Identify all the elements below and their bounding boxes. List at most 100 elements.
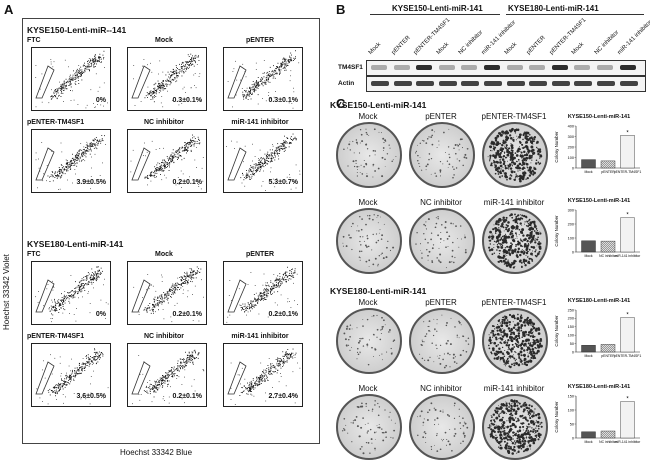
wb-band-actin xyxy=(506,81,525,86)
bar-chart-category-label: Mock xyxy=(584,354,592,358)
facs-plot-cell: pENTER-TM4SF1 3.9±0.5% xyxy=(25,119,111,193)
bar-chart-ytick-label: 50 xyxy=(570,342,574,346)
bar-chart-bar xyxy=(600,240,616,253)
bar-chart-ytick-label: 300 xyxy=(568,135,574,139)
colony-bar-chart-title: KYSE150-Lenti-miR-141 xyxy=(567,114,631,120)
colony-culture-dish xyxy=(482,308,548,374)
facs-plot-cell: miR-141 inhibitor 2.7±0.4% xyxy=(217,333,303,407)
colony-bar-chart: Colony Number 0 50 100 150 Mock NC inhibitormi… xyxy=(554,394,641,444)
bar-chart-category-label: miR-141 inhibitor xyxy=(615,440,641,444)
colony-dish-label: NC inhibitor xyxy=(420,384,462,393)
bar-chart-ytick-label: 100 xyxy=(568,334,574,338)
bar-chart-bar xyxy=(620,217,635,253)
wb-lane-label: pENTER xyxy=(525,35,547,56)
facs-side-population-pct: 2.7±0.4% xyxy=(268,393,298,400)
facs-plot-title: pENTER xyxy=(246,251,274,258)
wb-band-actin xyxy=(484,81,502,86)
colony-dish-label: pENTER-TM4SF1 xyxy=(481,112,547,121)
colony-dish-label: Mock xyxy=(358,298,378,307)
bar-chart-ylabel: Colony Number xyxy=(554,401,559,433)
bar-chart-ytick-label: 0 xyxy=(572,166,574,170)
wb-row-tm4sf1: TM4SF1 xyxy=(338,64,363,71)
wb-lane-label: Mock xyxy=(367,41,383,56)
gate-outline xyxy=(35,361,55,395)
colony-dish-label: Mock xyxy=(358,384,378,393)
wb-band-tm4sf1 xyxy=(574,65,591,70)
wb-band-tm4sf1 xyxy=(506,65,523,70)
wb-band-tm4sf1 xyxy=(484,65,500,70)
wb-band-tm4sf1 xyxy=(461,65,478,70)
bar-chart-bar xyxy=(581,159,596,169)
facs-scatter-plot: 0.2±0.1% xyxy=(127,129,207,193)
bar-chart-category-label: pENTER xyxy=(601,354,615,358)
gate-outline xyxy=(131,361,151,395)
facs-group1-title: KYSE150-Lenti-miR--141 xyxy=(27,25,127,35)
bar-chart-bar xyxy=(620,135,635,169)
facs-plot-title: miR-141 inhibitor xyxy=(231,119,289,126)
wb-band-actin xyxy=(597,81,615,86)
gate-outline xyxy=(131,279,151,313)
gate-outline xyxy=(35,147,55,181)
facs-scatter-plot: 3.9±0.5% xyxy=(31,129,111,193)
bar-chart-axes xyxy=(575,210,640,253)
facs-plot-title: FTC xyxy=(27,37,41,44)
wb-band-tm4sf1 xyxy=(371,65,387,70)
wb-blot-actin xyxy=(366,76,646,92)
wb-group1-title: KYSE150-Lenti-miR-141 xyxy=(392,4,483,13)
colony-culture-dish xyxy=(409,122,475,188)
colony-culture-dish xyxy=(336,394,402,460)
gate-outline xyxy=(131,65,151,99)
colony-bar-chart-title: KYSE180-Lenti-miR-141 xyxy=(567,298,631,304)
facs-plot-cell: FTC 0% xyxy=(25,251,111,325)
bar-chart-bar xyxy=(600,430,616,439)
bar-chart-bar xyxy=(581,345,596,353)
facs-side-population-pct: 3.9±0.5% xyxy=(76,179,106,186)
facs-plot-title: NC inhibitor xyxy=(143,119,185,126)
facs-side-population-pct: 0.2±0.1% xyxy=(172,393,202,400)
wb-band-tm4sf1 xyxy=(597,65,613,70)
facs-side-population-pct: 0.2±0.1% xyxy=(172,179,202,186)
colony-culture-dish xyxy=(482,122,548,188)
bar-chart-ytick-label: 0 xyxy=(572,250,574,254)
wb-band-actin xyxy=(371,81,389,86)
wb-band-tm4sf1 xyxy=(551,65,568,70)
bar-chart-category-label: Mock xyxy=(584,440,592,444)
colony-dish-label: pENTER xyxy=(425,298,457,307)
facs-plot-title: miR-141 inhibitor xyxy=(231,333,289,340)
facs-plot-cell: miR-141 inhibitor 5.3±0.7% xyxy=(217,119,303,193)
bar-chart-axes xyxy=(575,396,640,439)
facs-scatter-plot: 0% xyxy=(31,261,111,325)
bar-chart-category-label: Mock xyxy=(584,170,592,174)
colony-bar-chart-title: KYSE150-Lenti-miR-141 xyxy=(567,198,631,204)
wb-blot-tm4sf1 xyxy=(366,60,646,76)
facs-scatter-plot: 0.2±0.1% xyxy=(223,261,303,325)
bar-chart-category-label: Mock xyxy=(584,254,592,258)
bar-chart-axes xyxy=(575,310,640,353)
bar-chart-ytick-label: 0 xyxy=(572,436,574,440)
colony-bar-chart: Colony Number 0 100 200 300 Mock NC inhibitorm… xyxy=(554,208,641,258)
facs-plot-title: Mock xyxy=(155,251,173,258)
gate-outline xyxy=(35,279,55,313)
colony-dish-label: miR-141 inhibitor xyxy=(483,198,545,207)
facs-plot-title: FTC xyxy=(27,251,41,258)
facs-scatter-plot: 3.6±0.5% xyxy=(31,343,111,407)
colony-dish-label: Mock xyxy=(358,112,378,121)
wb-lane-label: Mock xyxy=(435,41,450,56)
colony-bar-chart-title: KYSE180-Lenti-miR-141 xyxy=(567,384,631,390)
wb-band-actin xyxy=(529,81,548,86)
bar-chart-significance-star: * xyxy=(626,313,629,319)
bar-chart-category-label: miR-141 inhibitor xyxy=(615,254,641,258)
bar-chart-ytick-label: 150 xyxy=(568,394,574,398)
bar-chart-ylabel: Colony Number xyxy=(554,131,559,163)
wb-band-tm4sf1 xyxy=(393,65,410,70)
facs-side-population-pct: 0.2±0.1% xyxy=(268,311,298,318)
colony-dish-label: pENTER xyxy=(425,112,457,121)
facs-scatter-plot: 0% xyxy=(31,47,111,111)
colony-dish-label: Mock xyxy=(358,198,378,207)
bar-chart-significance-star: * xyxy=(626,397,629,403)
facs-scatter-plot: 0.2±0.1% xyxy=(127,343,207,407)
facs-scatter-plot: 0.3±0.1% xyxy=(127,47,207,111)
bar-chart-significance-star: * xyxy=(626,130,629,136)
facs-side-population-pct: 0.2±0.1% xyxy=(172,311,202,318)
facs-side-population-pct: 0.3±0.1% xyxy=(268,97,298,104)
